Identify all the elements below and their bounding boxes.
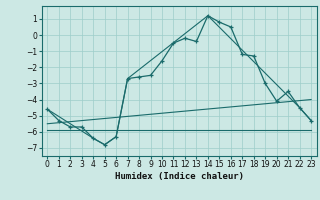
X-axis label: Humidex (Indice chaleur): Humidex (Indice chaleur)	[115, 172, 244, 181]
